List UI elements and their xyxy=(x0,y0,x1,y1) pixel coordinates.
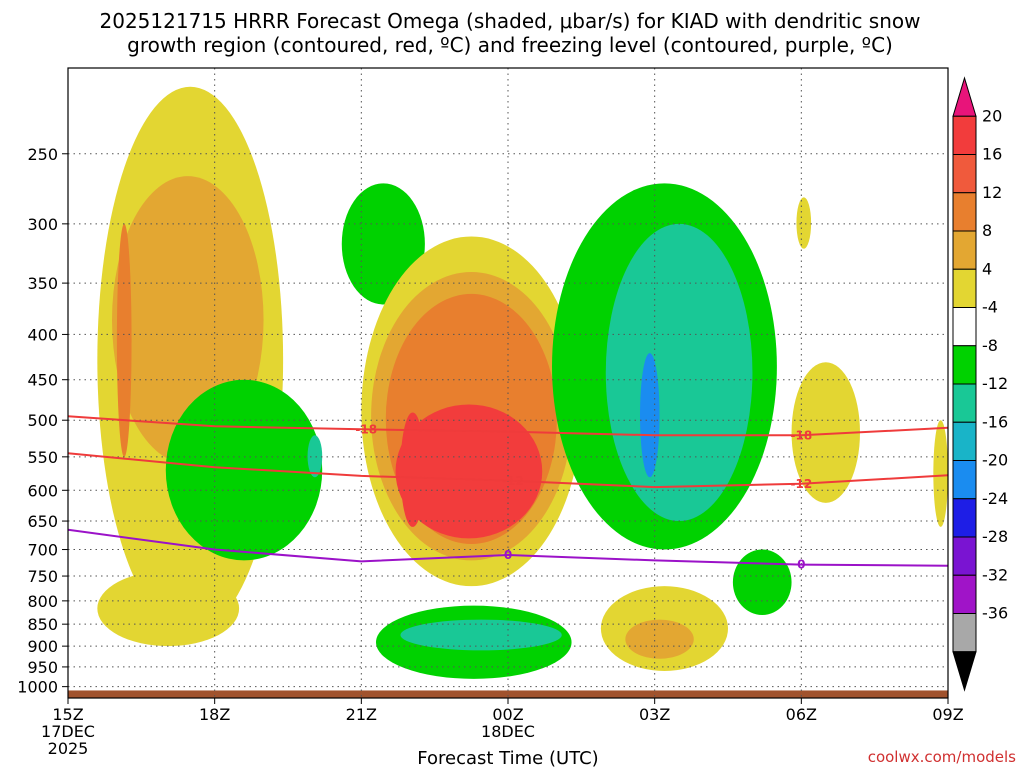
contour-dendritic-top xyxy=(68,415,948,437)
colorbar-label-12: 12 xyxy=(982,183,1002,202)
colorbar-label--8: -8 xyxy=(982,336,998,355)
contour-label-dendritic-top-0: -18 xyxy=(355,422,377,436)
colorbar-swatch-6 xyxy=(952,307,977,347)
omega-region-low-level-negative-east xyxy=(732,549,792,616)
colorbar-label-16: 16 xyxy=(982,145,1002,164)
chart-title-line2: growth region (contoured, red, ºC) and f… xyxy=(127,33,893,57)
temperature-contours: -18 -18 -12 -12 0 0 xyxy=(68,415,948,572)
chart-title-line1: 2025121715 HRRR Forecast Omega (shaded, … xyxy=(100,9,921,33)
grid-lines xyxy=(67,68,949,698)
colorbar-swatch-3 xyxy=(952,192,977,232)
colorbar-label--16: -16 xyxy=(982,412,1008,431)
y-tick-label-600: 600 xyxy=(27,481,58,500)
contour-freezing-level xyxy=(68,528,948,567)
colorbar-bottom-arrow xyxy=(952,651,977,692)
y-tick-label-500: 500 xyxy=(27,411,58,430)
x-tick-label-18Z: 18Z xyxy=(199,705,230,724)
x-axis-title: Forecast Time (UTC) xyxy=(417,748,598,768)
y-tick-label-900: 900 xyxy=(27,637,58,656)
x-tick-sub1-00Z: 18DEC xyxy=(481,722,535,741)
colorbar-label-8: 8 xyxy=(982,221,992,240)
surface-terrain xyxy=(68,690,948,698)
colorbar-swatch-5 xyxy=(952,268,977,308)
omega-region-mid-positive-east xyxy=(791,362,860,503)
colorbar-swatch-10 xyxy=(952,460,977,500)
colorbar-swatch-1 xyxy=(952,115,977,155)
y-tick-label-1000: 1000 xyxy=(17,678,58,697)
y-tick-label-750: 750 xyxy=(27,567,58,586)
omega-region-low-level-positive-east-core xyxy=(625,619,694,659)
contour-label-dendritic-bottom-1: -12 xyxy=(790,477,812,491)
y-tick-label-300: 300 xyxy=(27,215,58,234)
omega-region-low-level-positive-west xyxy=(97,570,240,647)
colorbar-swatch-14 xyxy=(952,613,977,653)
y-tick-label-800: 800 xyxy=(27,592,58,611)
omega-region-mid-negative-west xyxy=(165,379,323,561)
colorbar: 20 16 12 8 4 -4 -8 -12 -16 -20 -24 -28 -32 -36 xyxy=(952,76,1008,692)
x-tick-label-06Z: 06Z xyxy=(786,705,817,724)
y-tick-label-350: 350 xyxy=(27,274,58,293)
colorbar-swatch-12 xyxy=(952,536,977,576)
colorbar-swatch-11 xyxy=(952,498,977,538)
x-tick-label-09Z: 09Z xyxy=(932,705,963,724)
colorbar-label--32: -32 xyxy=(982,565,1008,584)
colorbar-label--20: -20 xyxy=(982,451,1008,470)
colorbar-swatch-13 xyxy=(952,574,977,614)
omega-region-main-positive-16 xyxy=(395,404,543,539)
omega-region-main-positive-max xyxy=(400,412,425,527)
y-tick-label-950: 950 xyxy=(27,658,58,677)
omega-region-early-max xyxy=(116,223,132,457)
omega-region-mid-positive-edge xyxy=(933,420,948,527)
y-tick-label-700: 700 xyxy=(27,541,58,560)
omega-region-low-level-negative-center-core xyxy=(400,619,562,651)
omega-region-mid-negative-west-core xyxy=(307,435,323,478)
y-tick-label-450: 450 xyxy=(27,371,58,390)
colorbar-swatch-8 xyxy=(952,383,977,423)
colorbar-label-20: 20 xyxy=(982,106,1002,125)
omega-shading xyxy=(68,86,948,698)
omega-region-negative-column-east-12 xyxy=(605,223,753,522)
y-axis: 250 300 350 400 450 500 550 600 650 700 750 800 850 9… xyxy=(17,145,68,697)
credit-link[interactable]: coolwx.com/models xyxy=(868,748,1016,766)
contour-label-freezing-level-1: 0 xyxy=(797,558,805,572)
colorbar-label--24: -24 xyxy=(982,489,1008,508)
colorbar-top-arrow xyxy=(952,76,977,117)
y-tick-label-250: 250 xyxy=(27,145,58,164)
colorbar-label--12: -12 xyxy=(982,374,1008,393)
omega-region-upper-positive-east xyxy=(796,197,812,249)
x-tick-label-21Z: 21Z xyxy=(346,705,377,724)
colorbar-swatch-9 xyxy=(952,421,977,461)
x-tick-label-03Z: 03Z xyxy=(639,705,670,724)
x-tick-label-15Z: 15Z xyxy=(52,705,83,724)
contour-dendritic-bottom xyxy=(68,452,948,489)
colorbar-label-4: 4 xyxy=(982,259,992,278)
contour-label-dendritic-top-1: -18 xyxy=(790,428,812,442)
colorbar-label--36: -36 xyxy=(982,604,1008,623)
x-tick-label-00Z: 00Z xyxy=(492,705,523,724)
contour-label-freezing-level-0: 0 xyxy=(504,548,512,562)
colorbar-label--28: -28 xyxy=(982,527,1008,546)
colorbar-swatch-7 xyxy=(952,345,977,385)
colorbar-swatch-4 xyxy=(952,230,977,270)
colorbar-swatch-2 xyxy=(952,154,977,194)
x-tick-sub1-15Z: 17DEC xyxy=(41,722,95,741)
y-tick-label-850: 850 xyxy=(27,615,58,634)
x-tick-sub2-15Z: 2025 xyxy=(48,739,89,758)
omega-region-negative-column-east-16 xyxy=(640,353,660,478)
y-tick-label-650: 650 xyxy=(27,512,58,531)
y-tick-label-550: 550 xyxy=(27,448,58,467)
y-tick-label-400: 400 xyxy=(27,325,58,344)
colorbar-label--4: -4 xyxy=(982,298,998,317)
contour-label-dendritic-bottom-0: -12 xyxy=(502,474,524,488)
